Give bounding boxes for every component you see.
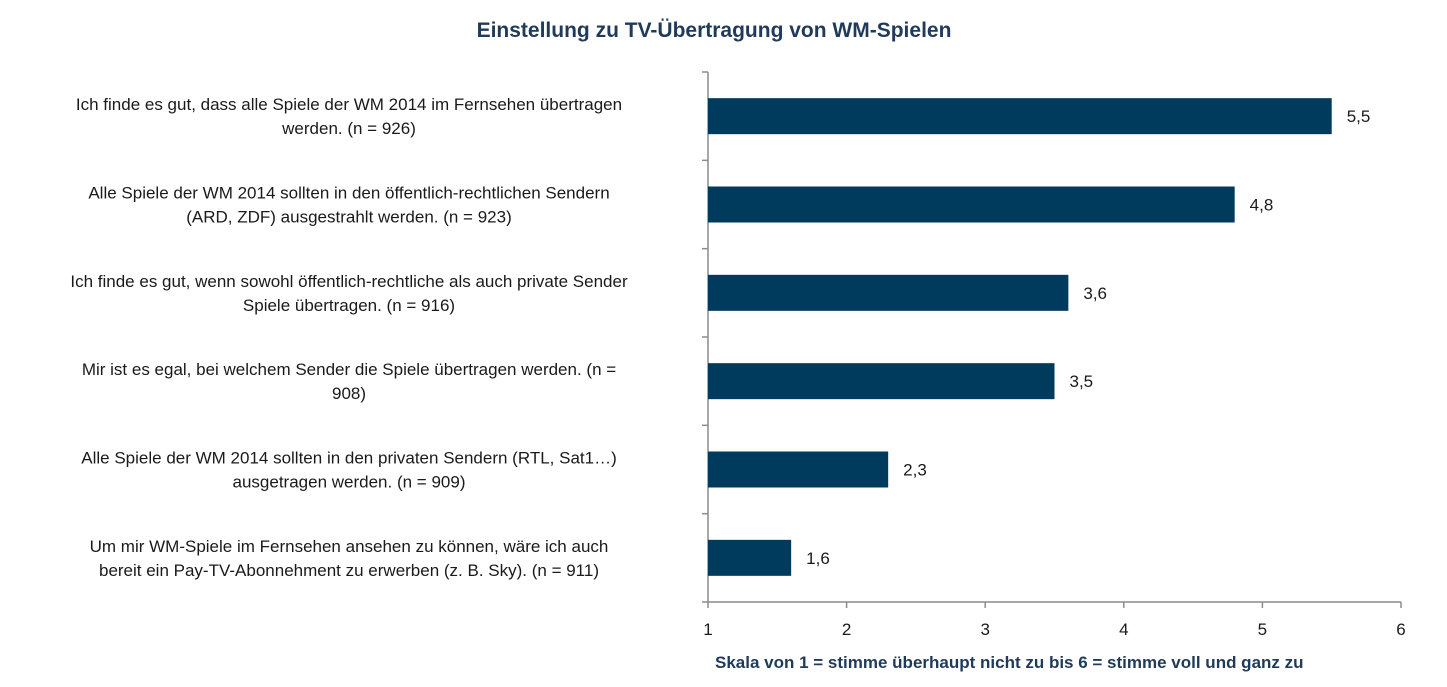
- axes: [702, 71, 1402, 608]
- category-label: Alle Spiele der WM 2014 sollten in den ö…: [88, 184, 609, 203]
- data-label: 3,6: [1083, 284, 1107, 303]
- category-label: ausgetragen werden. (n = 909): [233, 473, 466, 492]
- x-tick-label: 5: [1258, 620, 1267, 639]
- bar: [708, 186, 1235, 223]
- x-tick-label: 6: [1396, 620, 1405, 639]
- data-label: 5,5: [1347, 107, 1371, 126]
- category-label: Mir ist es egal, bei welchem Sender die …: [82, 360, 616, 379]
- category-label: Spiele übertragen. (n = 916): [243, 296, 455, 315]
- category-label: (ARD, ZDF) ausgestrahlt werden. (n = 923…: [186, 208, 511, 227]
- bar: [708, 98, 1332, 135]
- bar: [708, 274, 1069, 311]
- category-label: bereit ein Pay-TV-Abonnehment zu erwerbe…: [99, 561, 599, 580]
- bar: [708, 363, 1055, 400]
- x-tick-label: 1: [703, 620, 712, 639]
- category-label: werden. (n = 926): [281, 119, 416, 138]
- category-labels: Ich finde es gut, dass alle Spiele der W…: [70, 95, 628, 580]
- bar: [708, 451, 889, 488]
- chart-title: Einstellung zu TV-Übertragung von WM-Spi…: [477, 19, 952, 42]
- category-label: Alle Spiele der WM 2014 sollten in den p…: [81, 449, 616, 468]
- category-label: Um mir WM-Spiele im Fernsehen ansehen zu…: [90, 537, 609, 556]
- category-label: 908): [332, 384, 366, 403]
- x-tick-label: 2: [842, 620, 851, 639]
- category-label: Ich finde es gut, dass alle Spiele der W…: [76, 95, 622, 114]
- x-axis-label: Skala von 1 = stimme überhaupt nicht zu …: [715, 653, 1304, 672]
- data-label: 3,5: [1070, 372, 1094, 391]
- x-tick-label: 3: [980, 620, 989, 639]
- x-tick-label: 4: [1119, 620, 1128, 639]
- bars: 5,5 4,8 3,6 3,5 2,3 1,6: [708, 98, 1370, 576]
- data-label: 4,8: [1250, 196, 1274, 215]
- category-label: Ich finde es gut, wenn sowohl öffentlich…: [70, 272, 628, 291]
- data-label: 1,6: [806, 549, 830, 568]
- bar: [708, 539, 792, 576]
- data-label: 2,3: [903, 461, 927, 480]
- x-tick-labels: 1 2 3 4 5 6: [703, 620, 1405, 639]
